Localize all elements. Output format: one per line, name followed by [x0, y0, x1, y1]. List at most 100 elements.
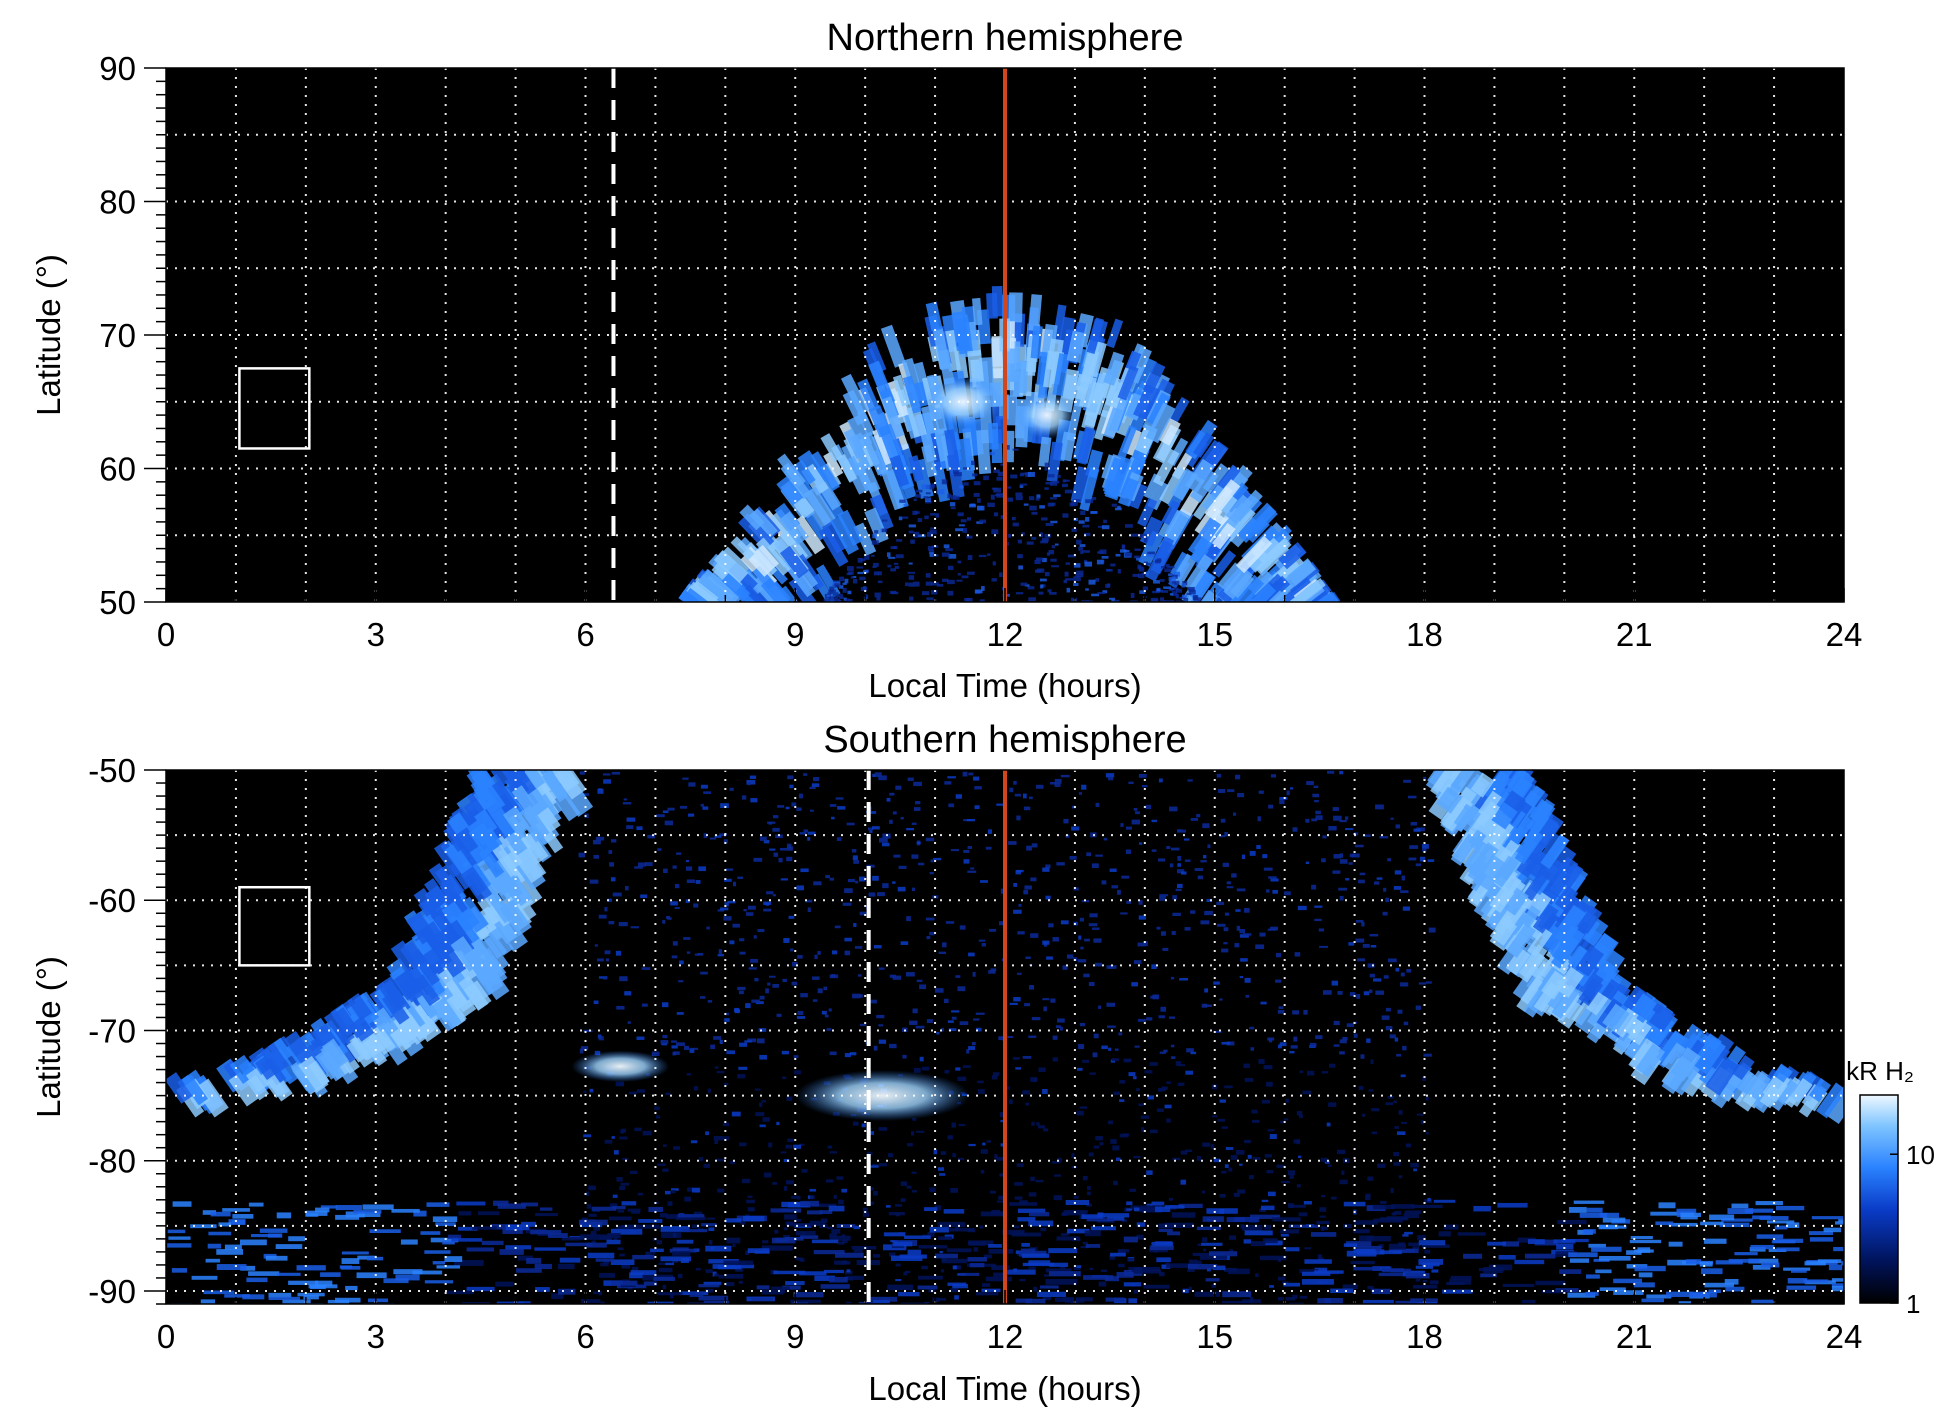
emission-cell	[889, 454, 910, 488]
emission-cell	[1045, 864, 1051, 869]
emission-cell	[1388, 1243, 1406, 1250]
emission-cell	[1159, 579, 1165, 582]
emission-cell	[929, 1187, 936, 1193]
emission-cell	[1420, 1120, 1425, 1125]
emission-cell	[862, 1207, 868, 1213]
emission-cell	[902, 516, 909, 519]
emission-cell	[660, 1256, 692, 1262]
emission-cell	[957, 573, 961, 576]
emission-cell	[937, 1297, 947, 1301]
emission-cell	[859, 994, 863, 998]
emission-cell	[1646, 1294, 1672, 1299]
emission-cell	[357, 1255, 377, 1260]
emission-cell	[1059, 1026, 1063, 1031]
emission-cell	[485, 888, 514, 924]
y-axis-label: Latitude (°)	[30, 254, 67, 416]
emission-cell	[1224, 912, 1230, 916]
emission-cell	[706, 1217, 716, 1220]
emission-cell	[1021, 1253, 1050, 1258]
emission-cell	[1533, 813, 1564, 849]
emission-cell	[1473, 1205, 1491, 1212]
emission-cell	[833, 598, 841, 602]
emission-cell	[1206, 1208, 1238, 1214]
emission-cell	[1474, 854, 1507, 891]
reference-lines	[611, 68, 1007, 602]
emission-cell	[1028, 294, 1043, 332]
emission-cell	[1156, 1108, 1164, 1112]
emission-cell	[998, 1195, 1004, 1200]
emission-cell	[1069, 502, 1075, 507]
emission-cell	[400, 1239, 418, 1245]
emission-cell	[794, 1070, 801, 1075]
emission-cell	[784, 1214, 797, 1220]
emission-cell	[1115, 553, 1121, 557]
emission-cell	[1060, 1266, 1066, 1269]
emission-cell	[1043, 1006, 1047, 1012]
emission-cell	[719, 1039, 723, 1044]
emission-cell	[717, 909, 725, 912]
emission-cell	[940, 1269, 945, 1273]
emission-cell	[970, 503, 976, 507]
emission-cell	[778, 857, 783, 863]
emission-cell	[911, 1131, 915, 1136]
emission-cell	[1259, 1255, 1287, 1261]
emission-cell	[908, 562, 913, 565]
emission-cell	[1166, 1081, 1172, 1084]
emission-cell	[931, 590, 938, 595]
emission-cell	[853, 578, 858, 584]
emission-cell	[817, 951, 821, 955]
emission-cell	[1175, 588, 1182, 593]
emission-cell	[920, 433, 937, 463]
emission-cell	[1140, 1115, 1150, 1119]
emission-cell	[852, 576, 857, 579]
emission-cell	[763, 1172, 772, 1178]
emission-cell	[1809, 1237, 1834, 1242]
emission-cell	[1014, 793, 1022, 797]
emission-cell	[968, 1046, 976, 1050]
emission-cell	[345, 1211, 365, 1218]
emission-cell	[1314, 800, 1319, 803]
emission-cell	[908, 575, 915, 580]
emission-cell	[1062, 513, 1069, 518]
emission-cell	[1048, 1271, 1081, 1277]
emission-cell	[748, 967, 757, 970]
emission-cell	[1089, 913, 1098, 918]
emission-cell	[941, 479, 948, 485]
emission-cell	[1450, 833, 1479, 866]
emission-cell	[906, 827, 915, 831]
emission-cell	[1567, 945, 1590, 969]
emission-cell	[947, 1020, 954, 1023]
emission-cell	[1174, 580, 1180, 585]
emission-cell	[1143, 1284, 1170, 1289]
emission-cell	[320, 1205, 337, 1209]
emission-cell	[1287, 1170, 1296, 1176]
emission-cell	[1287, 559, 1316, 586]
emission-cell	[1028, 1220, 1054, 1227]
emission-cell	[1473, 882, 1505, 919]
emission-cell	[674, 906, 680, 910]
emission-cell	[1370, 1059, 1374, 1064]
emission-cell	[275, 1244, 303, 1250]
emission-cell	[1725, 1286, 1745, 1292]
emission-cell	[762, 1117, 771, 1122]
emission-cell	[1194, 868, 1204, 872]
emission-cell	[1612, 1007, 1639, 1038]
emission-cell	[1108, 1120, 1113, 1125]
emission-cell	[1101, 1045, 1108, 1050]
emission-cell	[1065, 1199, 1090, 1206]
emission-cell	[1131, 819, 1141, 825]
emission-cell	[692, 1224, 699, 1229]
emission-cell	[1345, 1241, 1372, 1247]
emission-cell	[1083, 1275, 1114, 1280]
emission-cell	[1159, 465, 1187, 505]
emission-cell	[1206, 898, 1212, 903]
emission-cell	[1353, 832, 1359, 836]
emission-cell	[358, 1031, 388, 1067]
emission-cell	[902, 375, 922, 414]
emission-cell	[1355, 938, 1365, 943]
emission-cell	[836, 1176, 844, 1180]
emission-cell	[1137, 497, 1158, 528]
emission-cell	[844, 937, 853, 942]
emission-cell	[1787, 1078, 1813, 1107]
emission-cell	[191, 1275, 218, 1280]
